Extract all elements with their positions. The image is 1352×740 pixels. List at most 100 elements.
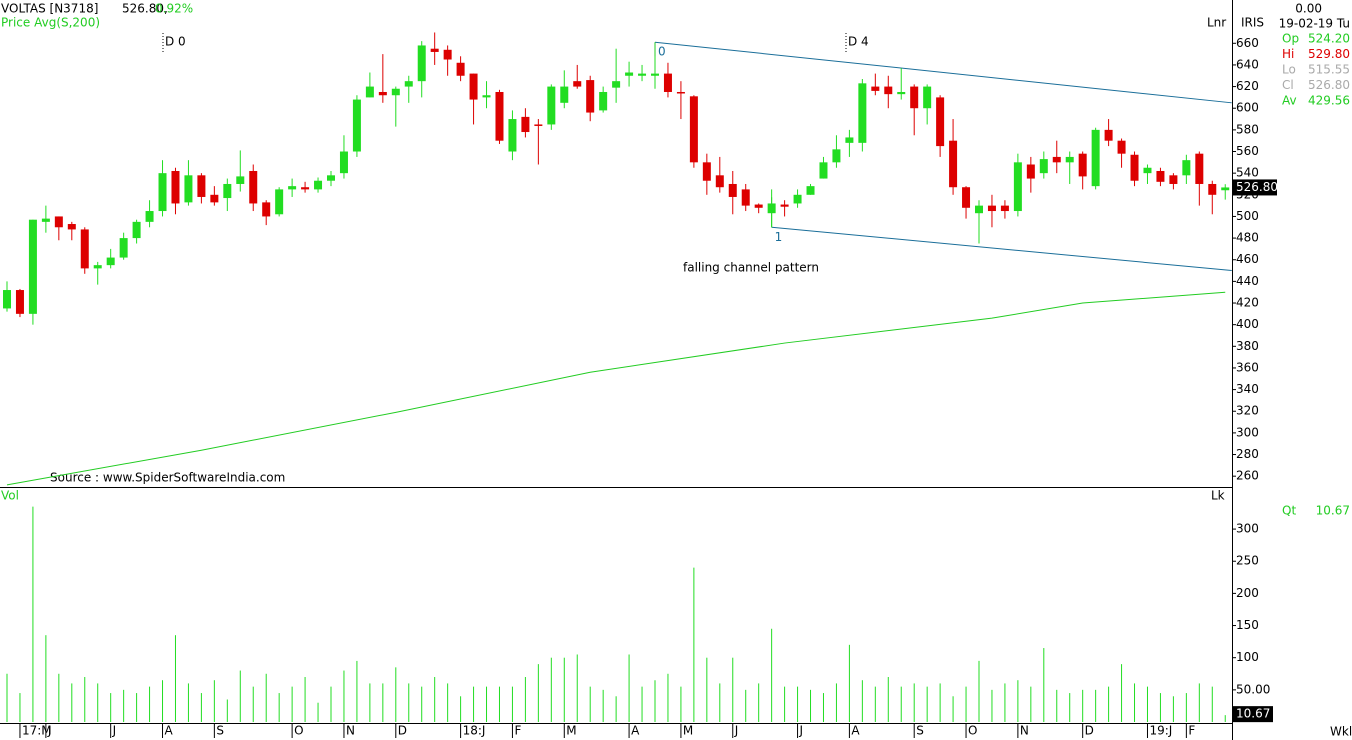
candle-body	[521, 116, 530, 133]
info-value: 429.56	[1308, 94, 1350, 108]
info-label: Av	[1282, 94, 1297, 108]
candle-body	[365, 86, 374, 98]
candle-body	[404, 81, 413, 87]
candle-body	[249, 170, 258, 204]
y-tick-label: 100	[1236, 650, 1259, 664]
y-tick-label: 660	[1236, 36, 1259, 50]
candle-body	[1195, 153, 1204, 184]
candle-body	[93, 265, 102, 269]
y-tick-label: 480	[1236, 231, 1259, 245]
candle-body	[689, 96, 698, 163]
candle-body	[1143, 167, 1152, 174]
candle-body	[106, 257, 115, 266]
candle-body	[612, 81, 621, 88]
vol-title: Vol	[1, 489, 19, 503]
candle-body	[145, 211, 154, 222]
candle-body	[586, 80, 595, 113]
candle-body	[508, 119, 517, 152]
candle-body	[339, 151, 348, 174]
candle-body	[456, 62, 465, 76]
x-tick-label: O	[968, 724, 977, 738]
candle-body	[962, 187, 971, 208]
candle-body	[560, 86, 569, 103]
candle-body	[845, 137, 854, 143]
y-tick-label: 340	[1236, 382, 1259, 396]
x-tick-label: 19:J	[1149, 724, 1172, 738]
x-tick-label: O	[294, 724, 303, 738]
candle-body	[1208, 183, 1217, 195]
y-tick-label: 250	[1236, 554, 1259, 568]
candle-body	[1104, 129, 1113, 141]
candle-body	[495, 91, 504, 141]
candle-body	[638, 73, 647, 76]
candle-body	[1078, 153, 1087, 177]
x-tick-label: J	[734, 724, 739, 738]
candle-body	[262, 202, 271, 217]
candle-body	[430, 48, 439, 52]
candle-body	[1130, 154, 1139, 181]
y-tick-label: 580	[1236, 122, 1259, 136]
candle-body	[884, 86, 893, 95]
period: Wkl	[1330, 725, 1352, 739]
candle-body	[1065, 156, 1074, 163]
candle-body	[949, 140, 958, 188]
x-tick-label: A	[851, 724, 860, 738]
candle-body	[378, 91, 387, 96]
candle-body	[897, 91, 906, 95]
candle-body	[184, 175, 193, 203]
y-tick-label: 50.00	[1236, 682, 1270, 696]
brand: IRIS	[1241, 16, 1264, 30]
x-tick-label: A	[165, 724, 174, 738]
y-tick-label: 640	[1236, 57, 1259, 71]
candle-body	[236, 176, 245, 184]
x-tick-label: J	[112, 724, 117, 738]
vol-unit: Lk	[1211, 489, 1225, 503]
info-label: Op	[1282, 32, 1299, 46]
candle-body	[1039, 159, 1048, 174]
candle-body	[1091, 129, 1100, 187]
candle-body	[1117, 140, 1126, 154]
candle-body	[132, 221, 141, 239]
candle-body	[171, 170, 180, 204]
candle-body	[301, 187, 310, 190]
x-tick-label: J	[799, 724, 804, 738]
x-tick-label: M	[566, 724, 576, 738]
candle-body	[469, 73, 478, 100]
candle-body	[599, 91, 608, 111]
x-tick-label: F	[514, 724, 521, 738]
d0-label: D 0	[165, 35, 186, 49]
candle-body	[741, 189, 750, 206]
x-tick-label: D	[398, 724, 407, 738]
source: Source : www.SpiderSoftwareIndia.com	[50, 471, 285, 485]
info-date: 19-02-19 Tu	[1279, 17, 1350, 31]
moving-average	[6, 291, 1226, 486]
volume-box-label: 10.67	[1236, 707, 1270, 721]
candle-body	[780, 204, 789, 207]
y-tick-label: 620	[1236, 79, 1259, 93]
candle-body	[871, 86, 880, 91]
candle-body	[910, 86, 919, 109]
candle-body	[327, 175, 335, 181]
x-tick-label: S	[216, 724, 224, 738]
candle-body	[573, 81, 582, 87]
candle-body	[1013, 162, 1022, 212]
channel-line	[771, 226, 1232, 272]
candle-body	[197, 175, 206, 197]
candle-body	[625, 72, 634, 76]
candle-body	[391, 88, 400, 96]
price-box-label: 526.80	[1236, 180, 1278, 194]
annotation: falling channel pattern	[683, 261, 819, 275]
candle-body	[936, 97, 945, 147]
candle-body	[1000, 205, 1009, 212]
y-tick-label: 380	[1236, 339, 1259, 353]
candle-body	[754, 204, 763, 208]
y-tick-label: 540	[1236, 166, 1259, 180]
candle-body	[1026, 164, 1035, 179]
candle-body	[1182, 160, 1191, 176]
candle-body	[663, 73, 672, 92]
qt-value: 10.67	[1316, 504, 1350, 518]
x-tick-label: J	[47, 724, 52, 738]
y-tick-label: 460	[1236, 252, 1259, 266]
candle-body	[54, 216, 63, 228]
candle-body	[482, 95, 491, 98]
